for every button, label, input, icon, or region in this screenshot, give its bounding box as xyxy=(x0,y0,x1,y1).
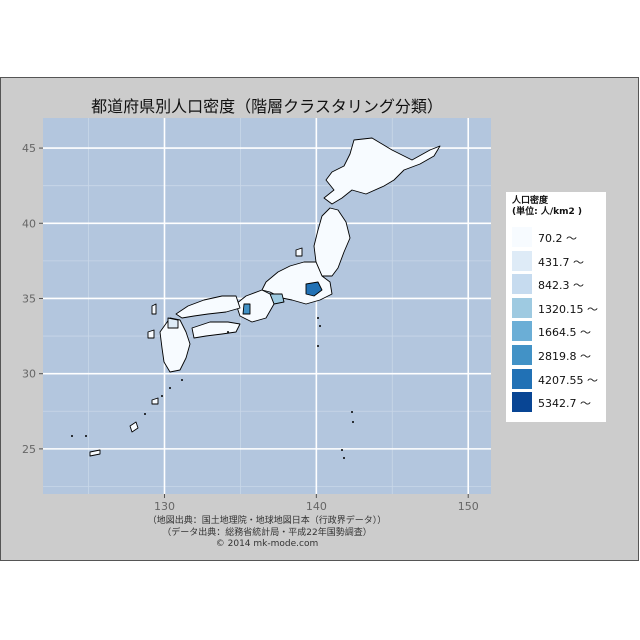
island-okinawa xyxy=(129,421,139,433)
legend-label: 1664.5 〜 xyxy=(538,326,591,340)
legend-swatch xyxy=(511,249,533,272)
legend: 人口密度 (単位: 人/km2 ) 70.2 〜 431.7 〜 842.3 〜 13… xyxy=(506,192,606,422)
caption-data-source: （データ出典：総務省統計局・平成22年国勢調査） xyxy=(162,527,372,538)
legend-title-line2: (単位: 人/km2 ) xyxy=(512,207,583,217)
caption-copyright: © 2014 mk-mode.com xyxy=(215,539,319,549)
island-dot xyxy=(169,387,171,389)
region-fukuoka xyxy=(167,317,179,329)
region-hokkaido xyxy=(323,137,441,205)
island-dot xyxy=(341,449,343,451)
legend-swatch xyxy=(511,226,533,248)
island-goto xyxy=(147,329,155,339)
island-tsushima xyxy=(151,303,157,315)
island-dot xyxy=(85,435,87,437)
legend-swatch xyxy=(511,320,533,343)
x-tick-label: 140 xyxy=(306,500,327,513)
region-kyushu xyxy=(159,317,191,373)
legend-item: 842.3 〜 xyxy=(511,272,603,296)
region-shikoku xyxy=(191,321,241,339)
legend-label: 431.7 〜 xyxy=(538,255,584,269)
legend-label: 5342.7 〜 xyxy=(538,397,591,411)
island-dot xyxy=(343,457,345,459)
island-yaeyama xyxy=(89,449,101,457)
x-tick-label: 130 xyxy=(154,500,175,513)
legend-swatch xyxy=(511,391,533,414)
legend-label: 842.3 〜 xyxy=(538,279,584,293)
legend-item: 2819.8 〜 xyxy=(511,343,603,366)
legend-swatch xyxy=(511,344,533,366)
island-dot xyxy=(319,325,321,327)
legend-item: 1320.15 〜 xyxy=(511,296,603,319)
chart-title: 都道府県別人口密度（階層クラスタリング分類） xyxy=(91,97,443,116)
island-dot xyxy=(227,331,229,333)
caption: （地図出典：国土地理院・地球地図日本（行政界データ）） （データ出典：総務省統計… xyxy=(43,516,491,551)
legend-item: 431.7 〜 xyxy=(511,249,603,272)
axis-ticks: 130 140 150 25 30 35 40 45 xyxy=(22,142,479,513)
region-tokyo xyxy=(305,281,323,297)
legend-item: 70.2 〜 xyxy=(511,225,603,248)
region-osaka xyxy=(242,303,251,315)
legend-title-line1: 人口密度 xyxy=(512,196,549,206)
island-sado xyxy=(295,247,303,257)
region-chugoku xyxy=(175,295,241,319)
legend-item: 5342.7 〜 xyxy=(511,390,603,414)
small-islands xyxy=(71,317,354,459)
island-amami xyxy=(151,397,159,405)
island-dot xyxy=(317,317,319,319)
legend-item: 4207.55 〜 xyxy=(511,367,603,390)
legend-title: 人口密度 (単位: 人/km2 ) xyxy=(512,196,582,218)
island-dot xyxy=(351,411,353,413)
legend-label: 4207.55 〜 xyxy=(538,373,598,387)
legend-label: 2819.8 〜 xyxy=(538,350,591,363)
y-tick-label: 25 xyxy=(22,443,36,456)
region-tohoku xyxy=(313,207,351,277)
island-dot xyxy=(144,413,146,415)
y-tick-label: 40 xyxy=(22,217,36,230)
y-tick-label: 30 xyxy=(22,368,36,381)
y-tick-label: 35 xyxy=(22,292,36,305)
island-dot xyxy=(71,435,73,437)
island-dot xyxy=(352,421,354,423)
legend-label: 70.2 〜 xyxy=(538,232,577,245)
island-dot xyxy=(181,379,183,381)
x-tick-label: 150 xyxy=(458,500,479,513)
legend-swatch xyxy=(511,273,533,296)
japan-map xyxy=(89,137,441,457)
legend-item: 1664.5 〜 xyxy=(511,319,603,343)
island-dot xyxy=(161,395,163,397)
legend-swatch xyxy=(511,296,533,319)
legend-label: 1320.15 〜 xyxy=(538,302,598,316)
caption-map-source: （地図出典：国土地理院・地球地図日本（行政界データ）） xyxy=(147,516,387,526)
island-dot xyxy=(317,345,319,347)
y-tick-label: 45 xyxy=(22,142,36,155)
legend-swatch xyxy=(511,367,533,390)
